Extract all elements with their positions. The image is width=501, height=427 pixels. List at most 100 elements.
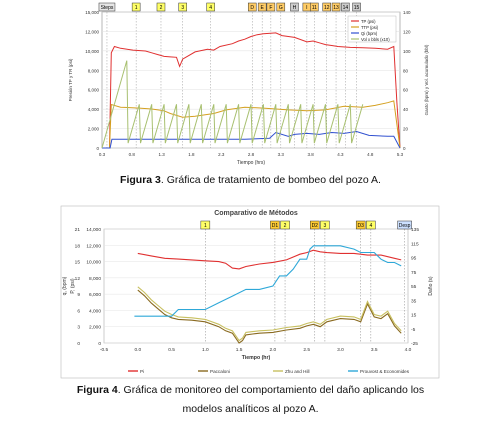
y-tick-label-p: 4,000 [89,308,101,314]
legend-entry: Vol x bbls (x10) [361,37,390,42]
legend-entry: TP (psi) [361,19,376,24]
y-tick-label-q: 6 [77,308,80,314]
stage-marker [355,220,366,230]
y-tick-label-q: 12 [75,276,81,282]
legend-entry: Prouvost & Economides [360,369,410,374]
stage-marker-label: 15 [354,5,360,11]
stage-marker [206,2,215,12]
legend-entry: Zhu and Hill [285,369,310,374]
y-tick-label-right: 40 [403,107,409,112]
y-axis-label-q: q, (bpm) [62,276,68,295]
x-tick-label: 1.8 [188,152,195,157]
y-tick-label-left: 0 [96,146,99,151]
stage-marker [310,220,320,230]
series-line [137,286,402,342]
stage-marker-label: D3 [358,223,365,229]
series-line [134,245,402,317]
stage-marker-label: 14 [343,5,349,11]
y-tick-label-right: 0 [403,146,406,151]
x-tick-label: 0.8 [129,152,136,157]
stage-marker-label: D1 [272,223,279,229]
stage-marker [341,2,350,12]
stage-marker [397,220,412,230]
x-axis-label: Tiempo (hrs) [237,160,265,166]
stage-marker [366,220,376,230]
stage-marker [247,2,257,12]
stage-marker-label: 3 [324,223,327,229]
stage-marker [200,220,211,230]
x-tick-label: 4.3 [337,152,344,157]
series-line [137,249,402,270]
series-line [102,130,401,149]
y-tick-label-right: 80 [403,68,409,73]
y-tick-label-left: 10,000 [85,49,99,54]
legend-box [347,15,397,43]
y-tick-label-right: 20 [403,127,409,132]
series-line [102,100,401,149]
y-tick-label-left: 2,000 [88,127,100,132]
stage-marker-label: 4 [369,223,372,229]
x-tick-label: 3.0 [337,347,344,353]
y-tick-label-right: 115 [411,241,419,247]
stage-marker [98,2,116,12]
stage-marker-label: 11 [312,5,317,11]
stage-marker-label: 3 [181,5,184,11]
stage-marker [290,2,299,12]
stage-marker-label: Desp [399,223,411,229]
stage-marker-label: 4 [209,5,212,11]
chart-title: Comparativo de Métodos [214,210,298,217]
legend: TP (psi)TTP (psi)Qi (bpm)Vol x bbls (x10… [347,15,397,43]
y-tick-label-q: 15 [75,260,81,266]
y-tick-label-left: 4,000 [88,107,100,112]
figure4-chart: Comparativo de Métodos 0 2,000 4,000 6,000 8,… [60,205,440,379]
legend-entry: Qi (bpm) [361,31,378,36]
y-tick-label-p: 2,000 [89,325,101,331]
y-tick-label-left: 12,000 [85,29,99,34]
x-tick-label: 4.8 [367,152,374,157]
plot-frame [103,228,409,344]
stage-marker-label: 12 [324,5,330,11]
stage-marker-label: F [269,5,272,11]
stage-marker-label: D2 [312,223,319,229]
y-axis-label-right: Daño (s) [428,276,434,296]
y-tick-label-right: -25 [411,341,418,347]
y-tick-label-right: -5 [411,327,416,333]
y-tick-label-right: 135 [411,227,419,233]
y-tick-label-p: 10,000 [86,260,101,266]
figure3-chart: 0 2,000 4,000 6,000 8,000 10,000 12,000 15,000 0… [68,2,429,166]
x-tick-label: 1.0 [202,347,209,353]
x-tick-label: 1.5 [236,347,243,353]
x-tick-label: 1.3 [158,152,165,157]
stage-marker-label: 1 [135,5,138,11]
y-axis-label-left: Presión TP y TR (psi) [68,58,73,101]
y-tick-label-p: 12,000 [86,243,101,249]
y-tick-label-p: 6,000 [89,292,101,298]
y-tick-label-q: 21 [75,227,81,233]
stage-marker [280,220,290,230]
y-tick-label-right: 60 [403,88,409,93]
legend-entry: Paccaloni [210,369,230,374]
x-tick-label: 2.3 [218,152,225,157]
figure4-caption-text: . Gráfica de monitoreo del comportamient… [117,384,425,396]
x-tick-label: 0.5 [168,347,175,353]
y-tick-label-right: 35 [411,298,417,304]
figure3-caption-text: . Gráfica de tratamiento de bombeo del p… [160,174,381,186]
x-tick-label: 5.3 [397,152,404,157]
y-axis-label-p: P, (psi) [70,278,76,294]
series-line [101,60,364,149]
x-tick-label: 4.0 [405,347,412,353]
stage-marker [276,2,286,12]
legend-entry: Pi [140,369,144,374]
stage-marker [131,2,141,12]
stage-marker [310,2,319,12]
stage-marker [320,220,330,230]
y-tick-label-p: 8,000 [89,276,101,282]
stage-marker [331,2,341,12]
y-tick-label-right: 15 [411,313,417,319]
x-tick-label: 3.5 [371,347,378,353]
y-tick-label-right: 95 [411,256,417,262]
x-tick-label: 0.3 [99,152,106,157]
legend-entry: TTP (psi) [361,25,379,30]
stage-marker [156,2,166,12]
y-axis-label-right: Gasto (bpm) y Vol. acumulado (bbl) [424,44,429,115]
